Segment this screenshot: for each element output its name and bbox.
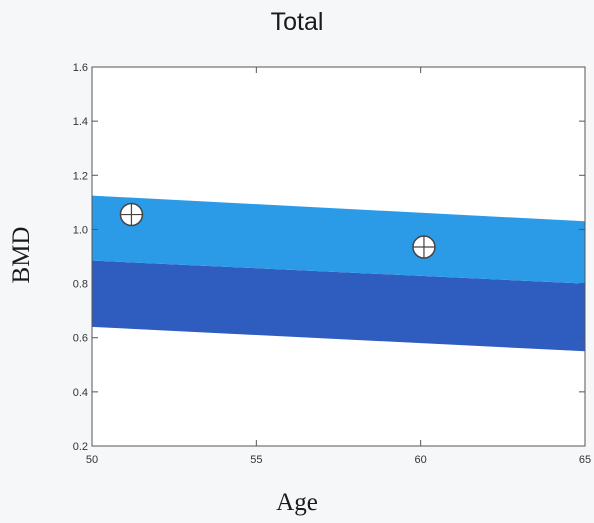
y-tick-label: 0.2	[73, 441, 88, 453]
y-tick-label: 1.6	[73, 62, 88, 74]
plot-frame	[91, 66, 586, 447]
chart-title: Total	[270, 8, 324, 36]
x-tick-label: 60	[415, 454, 427, 466]
y-tick-label: 0.8	[73, 279, 88, 291]
y-tick-label: 1.4	[73, 116, 88, 128]
y-tick-label: 1.0	[73, 224, 88, 236]
x-tick-label: 50	[86, 454, 98, 466]
x-tick-label: 65	[579, 454, 591, 466]
x-axis-label: Age	[276, 489, 318, 516]
y-tick-label: 1.2	[73, 170, 88, 182]
x-tick-label: 55	[250, 454, 262, 466]
band-2	[92, 195, 585, 284]
y-tick-label: 0.4	[73, 387, 88, 399]
y-tick-label: 0.6	[73, 333, 88, 345]
band-1	[92, 260, 585, 352]
